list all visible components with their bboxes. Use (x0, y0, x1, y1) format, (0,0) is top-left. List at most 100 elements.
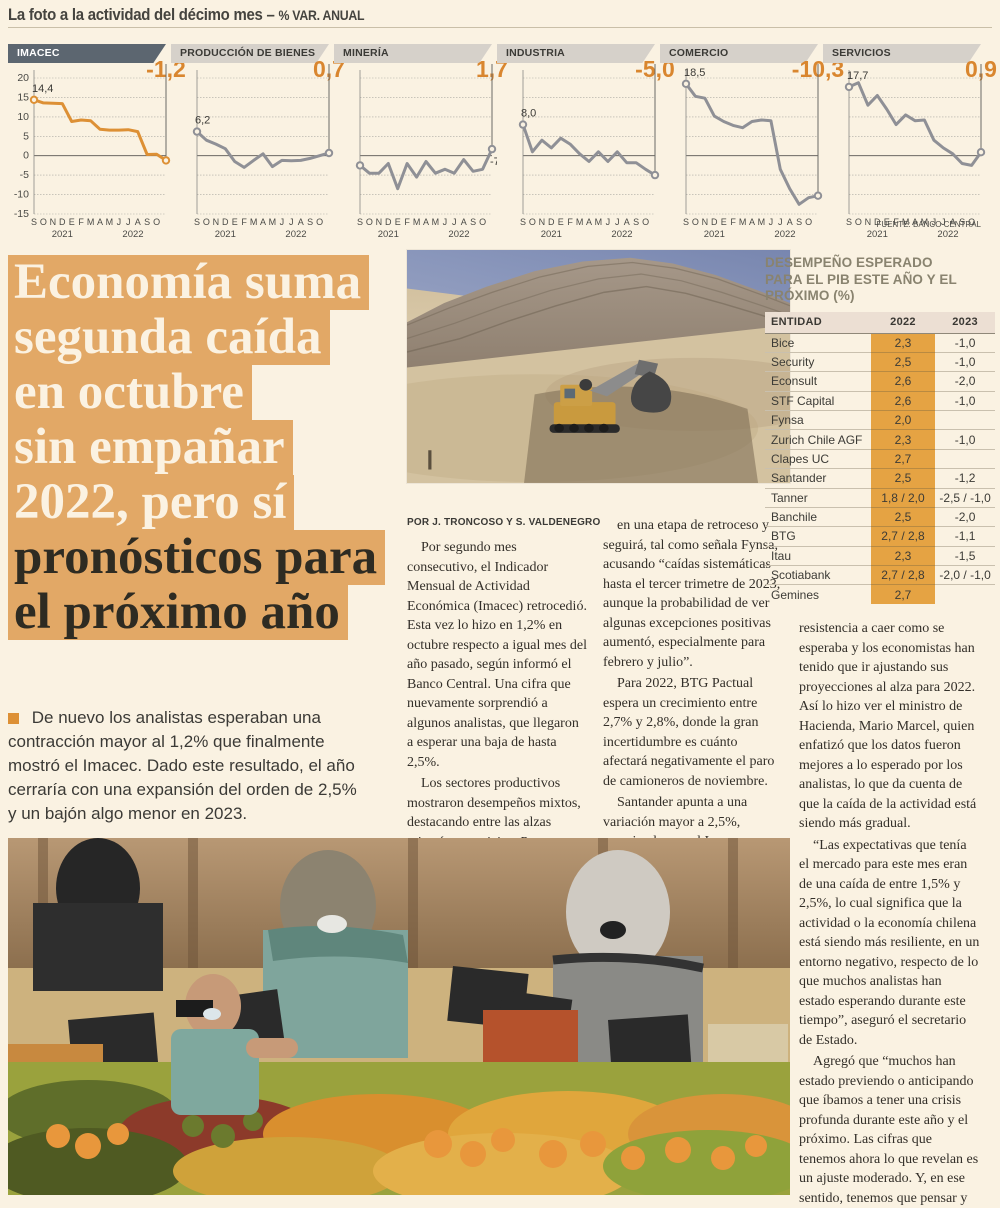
svg-text:J: J (769, 217, 774, 227)
svg-text:A: A (586, 217, 592, 227)
svg-text:D: D (222, 217, 229, 227)
svg-text:N: N (539, 217, 546, 227)
svg-text:F: F (78, 217, 84, 227)
svg-text:O: O (366, 217, 373, 227)
svg-text:-5: -5 (20, 169, 29, 181)
svg-text:N: N (50, 217, 57, 227)
svg-text:D: D (385, 217, 392, 227)
svg-text:20: 20 (17, 72, 29, 84)
svg-text:2021: 2021 (541, 229, 562, 240)
svg-text:-15: -15 (14, 208, 29, 220)
svg-text:N: N (376, 217, 383, 227)
svg-text:M: M (432, 217, 440, 227)
svg-text:A: A (260, 217, 266, 227)
svg-text:17,7: 17,7 (847, 70, 868, 82)
svg-text:S: S (357, 217, 363, 227)
svg-text:10: 10 (17, 111, 29, 123)
svg-text:F: F (567, 217, 573, 227)
svg-text:O: O (692, 217, 699, 227)
svg-text:0: 0 (23, 150, 29, 162)
svg-text:M: M (739, 217, 747, 227)
svg-text:O: O (529, 217, 536, 227)
svg-text:S: S (633, 217, 639, 227)
svg-text:F: F (730, 217, 736, 227)
svg-text:2022: 2022 (448, 229, 469, 240)
svg-text:J: J (443, 217, 448, 227)
svg-text:M: M (595, 217, 603, 227)
svg-text:5: 5 (23, 130, 29, 142)
svg-text:6,2: 6,2 (195, 115, 210, 127)
svg-text:F: F (404, 217, 410, 227)
svg-text:O: O (316, 217, 323, 227)
svg-text:2022: 2022 (611, 229, 632, 240)
svg-text:F: F (241, 217, 247, 227)
svg-text:O: O (855, 217, 862, 227)
svg-text:A: A (749, 217, 755, 227)
svg-text:S: S (470, 217, 476, 227)
svg-text:2021: 2021 (704, 229, 725, 240)
svg-text:A: A (461, 217, 467, 227)
svg-text:N: N (702, 217, 709, 227)
svg-text:D: D (711, 217, 718, 227)
svg-text:S: S (796, 217, 802, 227)
svg-text:E: E (558, 217, 564, 227)
svg-text:J: J (289, 217, 294, 227)
svg-text:M: M (87, 217, 95, 227)
svg-text:S: S (683, 217, 689, 227)
svg-text:-7,5: -7,5 (490, 156, 497, 168)
svg-text:M: M (413, 217, 421, 227)
svg-text:J: J (452, 217, 457, 227)
svg-text:E: E (232, 217, 238, 227)
svg-text:J: J (280, 217, 285, 227)
svg-text:2022: 2022 (937, 229, 958, 240)
svg-text:2022: 2022 (122, 229, 143, 240)
svg-text:J: J (117, 217, 122, 227)
svg-text:-10: -10 (14, 189, 29, 201)
svg-text:O: O (203, 217, 210, 227)
svg-text:D: D (59, 217, 66, 227)
svg-text:15: 15 (17, 91, 29, 103)
svg-text:D: D (548, 217, 555, 227)
svg-text:2021: 2021 (378, 229, 399, 240)
svg-text:18,5: 18,5 (684, 67, 705, 79)
svg-text:S: S (194, 217, 200, 227)
svg-text:O: O (153, 217, 160, 227)
svg-text:M: M (250, 217, 258, 227)
svg-text:A: A (298, 217, 304, 227)
svg-text:O: O (479, 217, 486, 227)
svg-text:J: J (615, 217, 620, 227)
svg-text:8,0: 8,0 (521, 108, 536, 120)
svg-text:A: A (624, 217, 630, 227)
svg-text:O: O (805, 217, 812, 227)
svg-text:A: A (787, 217, 793, 227)
svg-text:S: S (520, 217, 526, 227)
svg-text:N: N (865, 217, 872, 227)
svg-text:O: O (40, 217, 47, 227)
svg-text:M: M (269, 217, 277, 227)
svg-text:E: E (69, 217, 75, 227)
svg-text:2022: 2022 (774, 229, 795, 240)
svg-text:S: S (144, 217, 150, 227)
svg-text:S: S (846, 217, 852, 227)
svg-text:14,4: 14,4 (32, 83, 53, 95)
svg-text:2021: 2021 (867, 229, 888, 240)
svg-text:E: E (721, 217, 727, 227)
svg-text:O: O (642, 217, 649, 227)
svg-text:S: S (31, 217, 37, 227)
svg-text:A: A (135, 217, 141, 227)
svg-text:FUENTE: BANCO CENTRAL: FUENTE: BANCO CENTRAL (877, 220, 982, 229)
svg-text:A: A (97, 217, 103, 227)
svg-text:2022: 2022 (285, 229, 306, 240)
svg-text:J: J (778, 217, 783, 227)
svg-text:S: S (307, 217, 313, 227)
svg-text:N: N (213, 217, 220, 227)
svg-text:E: E (395, 217, 401, 227)
svg-text:2021: 2021 (52, 229, 73, 240)
svg-text:J: J (606, 217, 611, 227)
svg-text:M: M (106, 217, 114, 227)
svg-text:M: M (758, 217, 766, 227)
svg-text:M: M (576, 217, 584, 227)
svg-text:2021: 2021 (215, 229, 236, 240)
svg-text:J: J (126, 217, 131, 227)
svg-text:A: A (423, 217, 429, 227)
